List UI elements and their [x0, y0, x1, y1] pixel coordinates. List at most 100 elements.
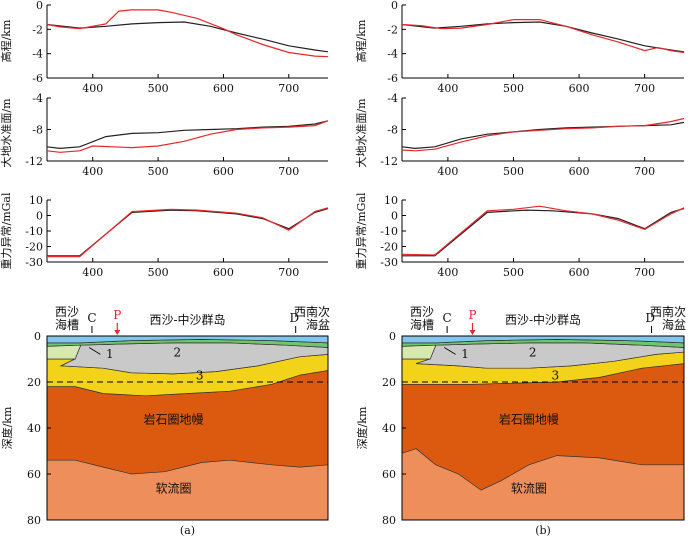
x-tick-label: 500 [148, 266, 169, 279]
layer-1-label: 1 [106, 347, 114, 361]
y-tick-label: 0 [391, 0, 398, 12]
series-observed [401, 21, 685, 53]
region-left-label-line: 西沙 [55, 305, 79, 319]
x-tick-label: 600 [569, 82, 590, 95]
y-tick-label: -30 [380, 256, 398, 269]
y-tick-label: -4 [387, 48, 398, 61]
y-axis-label: 高程/km [354, 19, 368, 62]
region-mid-label: 西沙-中沙群岛 [505, 312, 581, 327]
asthenosphere-label: 软流圈 [155, 481, 191, 495]
x-tick-label: 600 [213, 82, 234, 95]
marker-c-label: C [443, 311, 452, 325]
chart-b-大地水准面/m: 400 500 600 700 -4 -8 -12 [380, 92, 685, 178]
y-tick-label: -10 [25, 225, 43, 238]
layer-1-arrow [444, 347, 456, 355]
y-axis-label: 高程/km [0, 19, 13, 62]
basin-sediment-layer [401, 344, 437, 360]
y-tick-label: -4 [32, 92, 43, 105]
layer-2-label: 2 [529, 346, 537, 360]
region-left-label-line: 西沙 [410, 305, 434, 319]
depth-tick-label: 0 [34, 330, 41, 343]
depth-tick-label: 80 [382, 514, 396, 527]
marker-d-label: D [645, 311, 655, 325]
basin-sediment-layer [46, 344, 82, 360]
x-tick-label: 700 [278, 165, 299, 178]
mantle-label: 岩石圈地幔 [499, 411, 559, 426]
depth-tick-label: 40 [382, 422, 396, 435]
depth-tick-label: 0 [389, 330, 396, 343]
region-right-label-line: 海盆 [306, 317, 330, 332]
layer-1-label: 1 [461, 347, 469, 361]
x-tick-label: 400 [82, 165, 103, 178]
x-tick-label: 600 [213, 266, 234, 279]
panel-caption: (b) [535, 524, 551, 537]
series-calculated [46, 120, 329, 153]
y-tick-label: -2 [387, 23, 398, 36]
marker-p-label: P [113, 308, 121, 322]
x-tick-label: 700 [634, 82, 655, 95]
depth-tick-label: 60 [27, 468, 41, 481]
x-tick-label: 500 [503, 82, 524, 95]
y-tick-label: -6 [32, 72, 43, 85]
x-tick-label: 500 [503, 266, 524, 279]
series-observed [46, 21, 329, 53]
depth-tick-label: 40 [27, 422, 41, 435]
chart-a-大地水准面/m: 400 500 600 700 -4 -8 -12 [25, 92, 329, 178]
region-right-label-line: 西南次 [294, 304, 330, 319]
series-observed [46, 120, 329, 150]
series-calculated [401, 19, 685, 54]
marker-c-label: C [87, 311, 96, 325]
y-tick-label: -20 [25, 241, 43, 254]
y-tick-label: -12 [380, 155, 398, 168]
layer-3-label: 3 [551, 369, 559, 383]
series-calculated [47, 207, 329, 258]
region-left-label-line: 海槽 [55, 317, 79, 332]
x-tick-label: 500 [503, 165, 524, 178]
y-tick-label: -12 [25, 155, 43, 168]
layer-2-label: 2 [173, 346, 181, 360]
region-right-label-line: 西南次 [650, 304, 686, 319]
region-right-label-line: 海盆 [662, 317, 686, 332]
y-tick-label: 10 [29, 194, 43, 207]
y-tick-label: -10 [380, 225, 398, 238]
region-left-label-line: 海槽 [410, 317, 434, 332]
x-tick-label: 700 [634, 266, 655, 279]
depth-tick-label: 20 [382, 376, 396, 389]
depth-axis-label: 深度/km [0, 406, 14, 449]
y-tick-label: -2 [32, 23, 43, 36]
y-tick-label: -8 [32, 124, 43, 137]
chart-b-重力异常/mGal: 400 500 600 700 10 0 -10 -20 -30 [380, 194, 685, 279]
y-axis-label: 大地水准面/m [354, 98, 368, 168]
marker-p-arrow-head [469, 330, 476, 335]
y-tick-label: -8 [387, 124, 398, 137]
x-tick-label: 600 [569, 165, 590, 178]
y-tick-label: -4 [387, 92, 398, 105]
x-tick-label: 600 [569, 266, 590, 279]
marker-p-label: P [468, 308, 476, 322]
panel-caption: (a) [180, 524, 195, 537]
y-tick-label: 0 [36, 0, 43, 12]
geology-section: 0 20 40 60 80 [27, 330, 329, 527]
region-right-label: 西南次海盆 [650, 304, 686, 332]
asthenosphere-label: 软流圈 [511, 481, 547, 495]
depth-axis-label: 深度/km [355, 406, 369, 449]
layer-3-label: 3 [196, 369, 204, 383]
series-calculated [46, 9, 329, 58]
y-tick-label: -30 [25, 256, 43, 269]
x-tick-label: 500 [148, 82, 169, 95]
geology-section: 0 20 40 60 80 [382, 330, 685, 527]
y-axis-label: 重力异常/mGal [0, 192, 13, 269]
x-tick-label: 700 [278, 266, 299, 279]
y-axis-label: 大地水准面/m [0, 98, 13, 168]
region-right-label: 西南次海盆 [294, 304, 330, 332]
mantle-label: 岩石圈地幔 [143, 411, 203, 426]
y-axis-label: 重力异常/mGal [354, 192, 368, 269]
y-tick-label: 0 [36, 210, 43, 223]
region-mid-label: 西沙-中沙群岛 [149, 312, 225, 327]
series-calculated [401, 117, 685, 152]
x-tick-label: 400 [437, 165, 458, 178]
chart-a-高程/km: 400 500 600 700 0 -2 -4 -6 [32, 0, 329, 95]
series-observed [401, 121, 685, 150]
x-tick-label: 400 [437, 266, 458, 279]
